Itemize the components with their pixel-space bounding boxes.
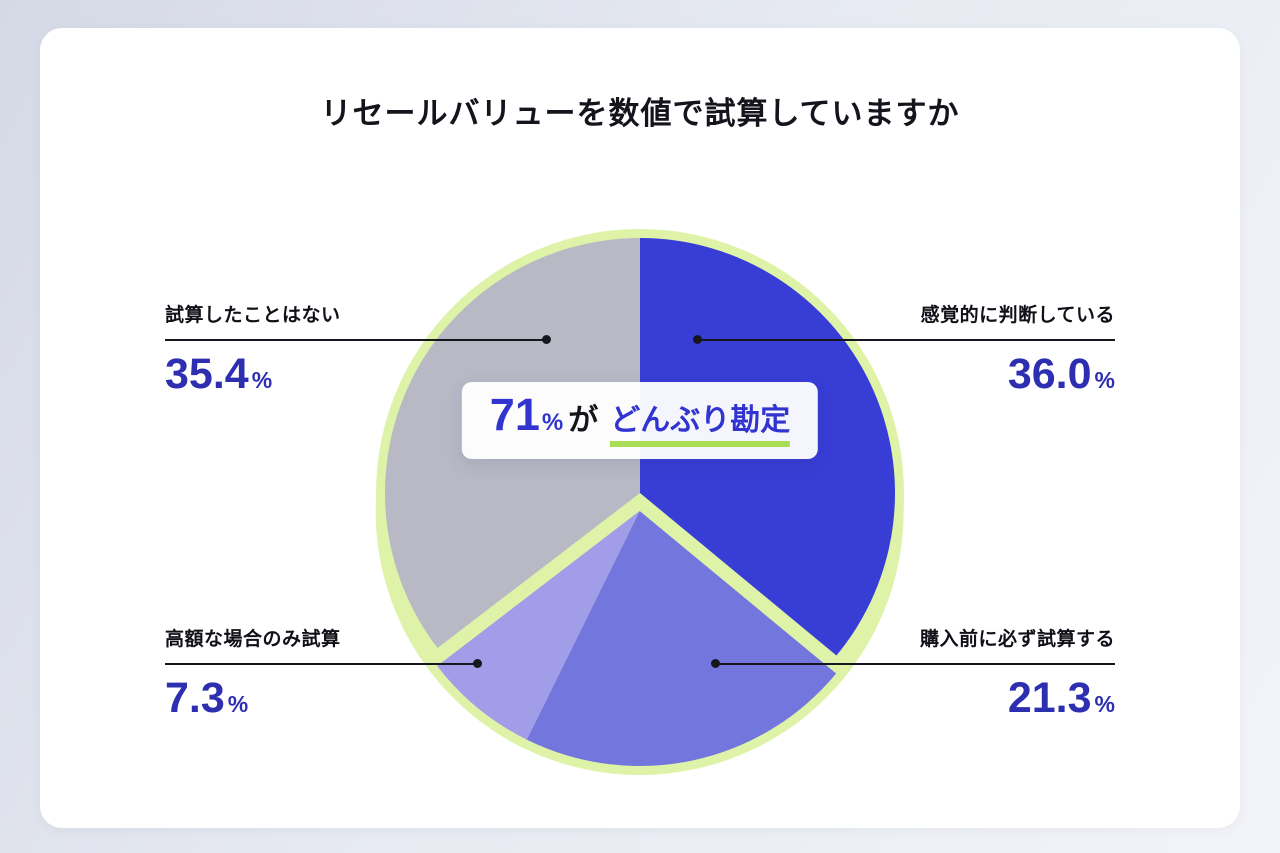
callout-label: 購入前に必ず試算する — [919, 629, 1115, 650]
callout-leader-line — [165, 659, 482, 668]
percent-unit: % — [227, 691, 249, 717]
callout-value: 35.4% — [165, 353, 547, 396]
callout-intuitive-judgement: 感覚的に判断している 36.0% — [693, 300, 1115, 396]
callout-never-estimated: 試算したことはない 35.4% — [165, 300, 551, 396]
percent-unit: % — [1094, 367, 1115, 393]
pie-chart-svg — [375, 229, 904, 775]
annotation-highlight: どんぶり勘定 — [610, 403, 791, 447]
annotation-percent-sign: % — [541, 409, 564, 436]
percent-unit: % — [251, 367, 273, 393]
value-number: 7.3 — [165, 674, 225, 722]
callout-dot — [711, 659, 720, 668]
callout-label: 高額な場合のみ試算 — [165, 629, 341, 650]
pie-slice-2 — [437, 510, 640, 740]
value-number: 21.3 — [1007, 674, 1092, 722]
callout-value: 21.3% — [715, 677, 1115, 720]
callout-label: 試算したことはない — [165, 305, 341, 326]
callout-dot — [542, 335, 551, 344]
pie-slice-1 — [526, 510, 837, 766]
annotation-number: 71 — [489, 389, 540, 440]
callout-always-before-purchase: 購入前に必ず試算する 21.3% — [711, 624, 1115, 720]
callout-leader-line — [711, 659, 1115, 668]
callout-only-when-expensive: 高額な場合のみ試算 7.3% — [165, 624, 482, 720]
chart-card: リセールバリューを数値で試算していますか 71 % が どんぶり勘定 試算したこ… — [40, 28, 1240, 828]
value-number: 36.0 — [1007, 350, 1092, 398]
callout-value: 36.0% — [697, 353, 1115, 396]
callout-leader-line — [693, 335, 1115, 344]
pie-chart — [360, 221, 920, 821]
center-annotation: 71 % が どんぶり勘定 — [461, 382, 819, 459]
chart-title: リセールバリューを数値で試算していますか — [320, 96, 960, 131]
percent-unit: % — [1094, 691, 1115, 717]
callout-dot — [693, 335, 702, 344]
annotation-particle: が — [568, 404, 599, 437]
callout-dot — [473, 659, 482, 668]
value-number: 35.4 — [165, 350, 249, 398]
callout-value: 7.3% — [165, 677, 478, 720]
callout-label: 感覚的に判断している — [920, 305, 1115, 326]
callout-leader-line — [165, 335, 551, 344]
